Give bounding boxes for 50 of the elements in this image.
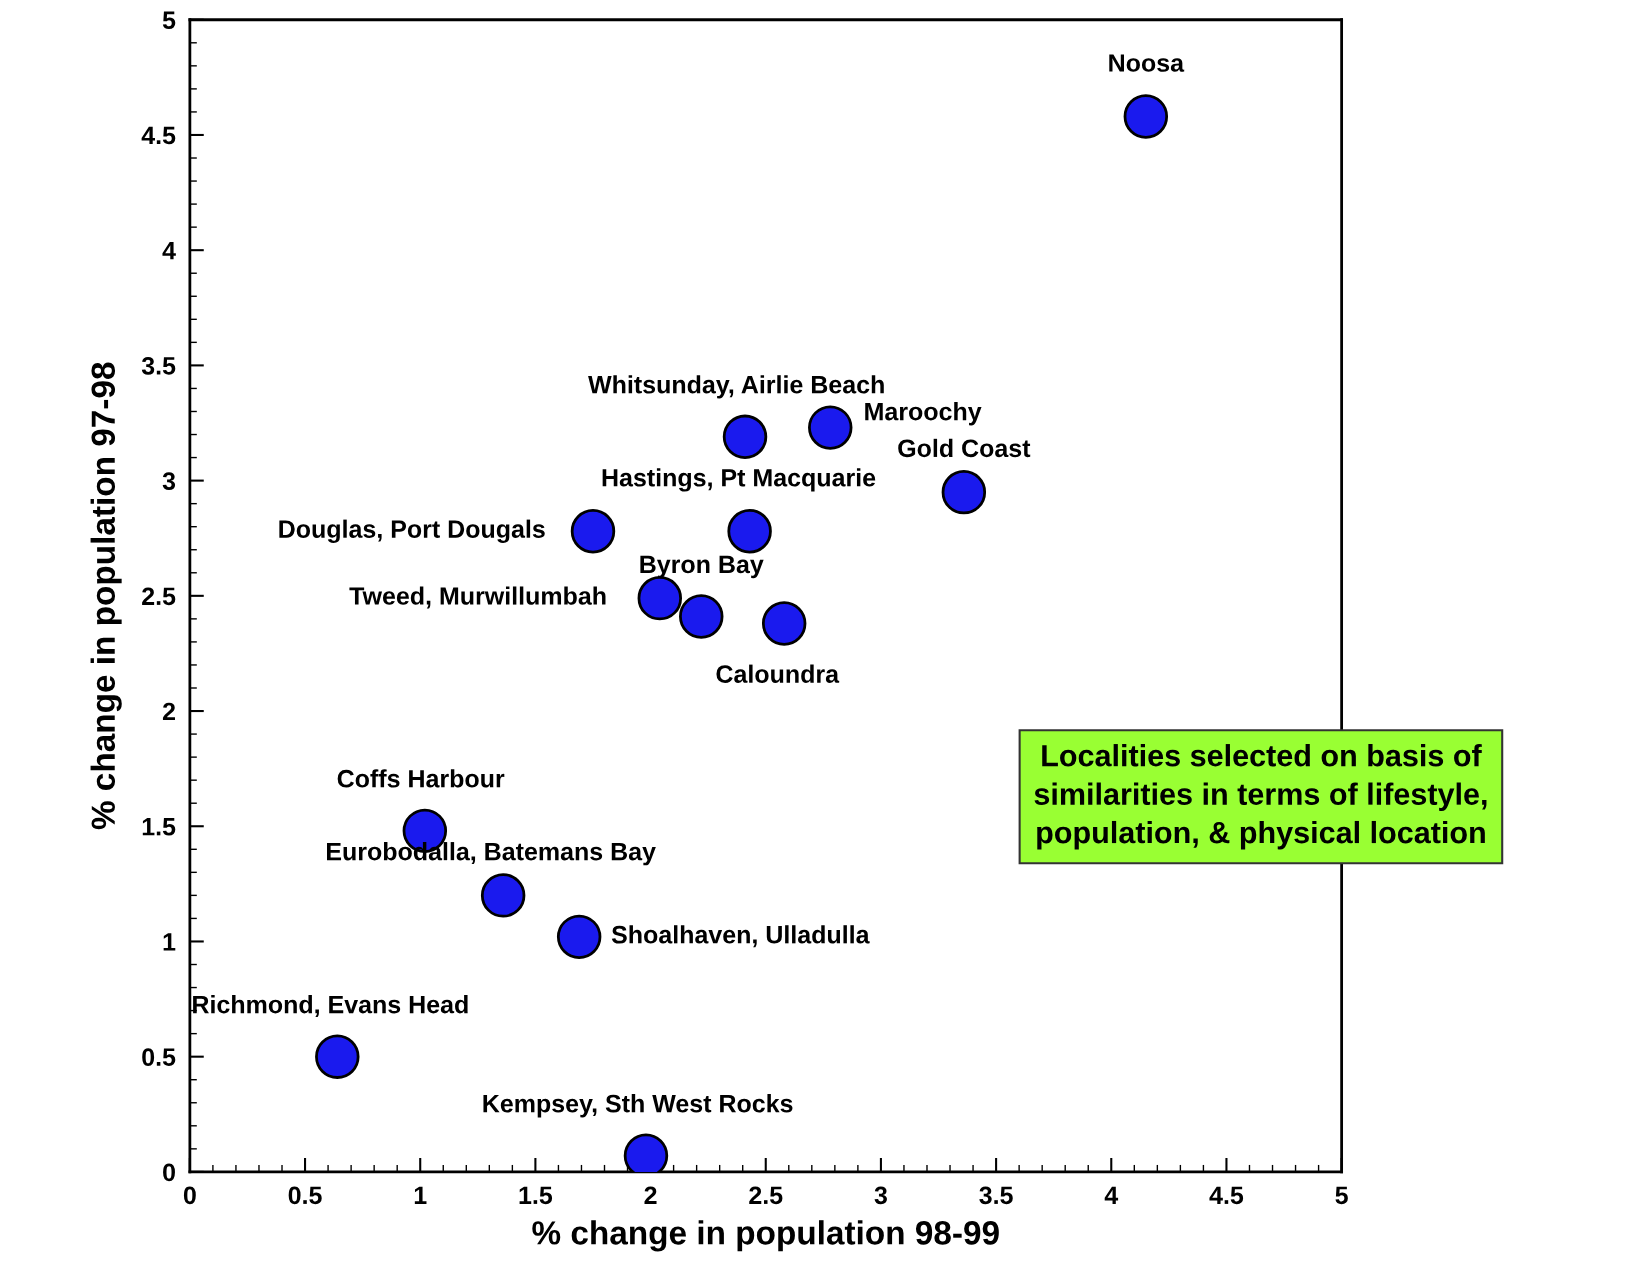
point	[1123, 94, 1169, 139]
y-tick-label: 1	[163, 933, 176, 951]
y-axis-title: % change in population 97-98	[90, 362, 122, 830]
x-tick-label: 0	[183, 1186, 196, 1205]
x-tick-label: 3	[874, 1186, 887, 1205]
y-tick-label: 1.5	[142, 818, 176, 836]
y-tick-label: 0	[163, 1163, 175, 1182]
annotation: Douglas, Port Dougals	[279, 519, 545, 544]
annotation: Kempsey, Sth West Rocks	[483, 1094, 793, 1118]
x-tick-label: 1.5	[519, 1186, 553, 1205]
point	[808, 405, 853, 450]
annotation: Eurobodalla, Batemans Bay	[327, 842, 656, 866]
annotation: Maroochy	[865, 402, 982, 426]
y-tick-label: 2	[162, 702, 175, 721]
annotation: Coffs Harbour	[337, 769, 505, 788]
y-tick-label: 4.5	[141, 126, 176, 145]
point	[727, 509, 772, 554]
y-tick-label: 2.5	[142, 587, 176, 606]
y-tick-label: 4	[162, 242, 176, 260]
x-axis-title: % change in population 98-99	[532, 1220, 999, 1252]
y-tick-label: 3	[162, 472, 176, 490]
annotation: Gold Coast	[898, 438, 1031, 458]
annotation: Hastings, Pt Macquarie	[602, 468, 876, 492]
annotation: Whitsunday, Airlie Beach	[588, 375, 884, 399]
x-tick-label: 4	[1104, 1186, 1119, 1204]
annotation: Tweed, Murwillumbah	[349, 586, 606, 609]
x-tick-label: 2	[644, 1186, 657, 1204]
annotation: Localities selected on basis of similarities in terms of lifestyle, population, & physical location	[1034, 744, 1487, 850]
y-tick-label: 3.5	[141, 357, 176, 375]
x-tick-label: 2.5	[749, 1186, 783, 1205]
x-tick-label: 0.5	[288, 1186, 322, 1205]
x-tick-label: 3.5	[979, 1186, 1013, 1205]
annotation: Richmond, Evans Head	[193, 995, 468, 1018]
point	[722, 414, 768, 460]
annotation: Caloundra	[716, 664, 840, 683]
annotation: Shoalhaven, Ulladulla	[611, 925, 870, 948]
x-tick-label: 5	[1335, 1186, 1348, 1205]
x-tick-label: 1	[414, 1186, 427, 1204]
point	[315, 1034, 360, 1079]
point	[761, 601, 807, 646]
y-tick-label: 5	[162, 11, 176, 30]
x-tick-label: 4.5	[1209, 1186, 1244, 1205]
point	[679, 594, 724, 639]
annotation: Byron Bay	[640, 555, 764, 579]
point	[570, 509, 616, 554]
point	[941, 469, 987, 515]
point	[480, 873, 526, 918]
point	[556, 914, 602, 960]
y-tick-label: 0.5	[142, 1048, 176, 1066]
annotation: Noosa	[1109, 54, 1185, 72]
